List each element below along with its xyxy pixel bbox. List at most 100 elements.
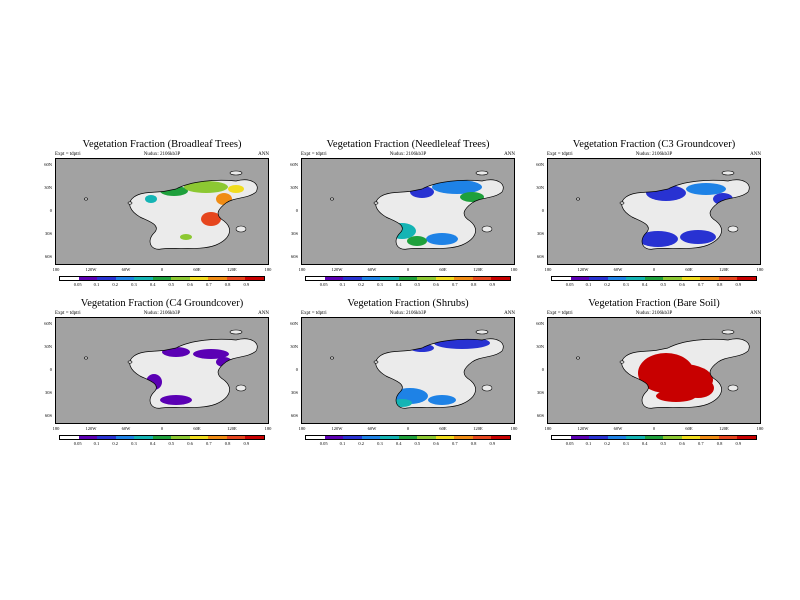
island-outline xyxy=(619,201,625,205)
map-panel-2: Vegetation Fraction (Needleleaf Trees) Ex… xyxy=(290,139,518,287)
colorbar-segment xyxy=(97,436,116,439)
longitude-label: 120E xyxy=(719,267,729,272)
longitude-label: 120E xyxy=(473,267,483,272)
colorbar-segment xyxy=(589,436,608,439)
island-outline xyxy=(727,384,739,392)
colorbar-segment xyxy=(472,436,492,439)
colorbar-label: 0.8 xyxy=(470,282,477,287)
island-outline xyxy=(84,197,88,201)
colorbar-label: 0.5 xyxy=(414,282,421,287)
colorbar-segment xyxy=(552,277,571,280)
coastline xyxy=(375,338,504,409)
longitude-label: 180 xyxy=(510,267,518,272)
run-label: Nudux: 2106kb3P xyxy=(389,311,427,316)
colorbar xyxy=(305,276,511,281)
coastline xyxy=(129,179,258,250)
colorbar-segment xyxy=(737,436,757,439)
map-panel-4: Vegetation Fraction (C4 Groundcover) Expt… xyxy=(44,298,272,446)
map-area xyxy=(547,317,761,424)
latitude-label: 60N xyxy=(536,162,544,167)
island-outline xyxy=(84,356,88,360)
colorbar-segment xyxy=(644,277,664,280)
colorbar-label: 0.7 xyxy=(206,441,212,446)
latitude-label: 30N xyxy=(44,344,52,349)
longitude-label: 60E xyxy=(193,267,201,272)
island-outline xyxy=(576,197,580,201)
colorbar-segment xyxy=(454,436,473,439)
colorbar-label: 0.4 xyxy=(149,282,156,287)
colorbar-label: 0.1 xyxy=(339,441,346,446)
colorbar-segment xyxy=(60,436,79,439)
colorbar-label: 0.9 xyxy=(735,441,742,446)
colorbar-segment xyxy=(152,277,172,280)
colorbar-segment xyxy=(208,277,227,280)
expt-label: Expt = tdptri xyxy=(55,311,81,316)
vegetation-fraction-region xyxy=(228,185,244,193)
longitude-label: 180 xyxy=(264,426,272,431)
latitude-label: 60S xyxy=(290,254,298,259)
latitude-label: 0 xyxy=(49,208,52,213)
colorbar-label: 0.8 xyxy=(224,282,231,287)
colorbar-segment xyxy=(718,277,738,280)
vegetation-fraction-region xyxy=(410,186,434,198)
longitude-label: 180 xyxy=(52,426,60,431)
latitude-label: 30S xyxy=(290,231,298,236)
longitude-label: 180 xyxy=(298,426,306,431)
colorbar-label: 0.4 xyxy=(641,441,648,446)
colorbar-label: 0.2 xyxy=(604,441,610,446)
colorbar-segment xyxy=(78,436,98,439)
island-outline xyxy=(481,225,493,233)
colorbar-segment xyxy=(663,277,682,280)
colorbar-segment xyxy=(626,277,645,280)
longitude-label: 180 xyxy=(544,426,552,431)
colorbar-label: 0.6 xyxy=(679,441,685,446)
colorbar-segment xyxy=(208,436,227,439)
colorbar-label: 0.2 xyxy=(358,441,364,446)
colorbar-label: 0.2 xyxy=(112,282,118,287)
island-outline xyxy=(373,201,379,205)
colorbar-segment xyxy=(306,277,325,280)
colorbar-label: 0.4 xyxy=(395,441,402,446)
latitude-label: 60S xyxy=(44,254,52,259)
continent-landmass xyxy=(129,338,258,409)
map-area xyxy=(301,317,515,424)
colorbar-segment xyxy=(324,436,344,439)
run-label: Nudux: 2106kb3P xyxy=(143,152,181,157)
colorbar-segment xyxy=(681,436,701,439)
colorbar-label: 0.6 xyxy=(187,282,193,287)
map-panel-6: Vegetation Fraction (Bare Soil) Expt = td… xyxy=(536,298,763,446)
latitude-label: 60S xyxy=(290,413,298,418)
latitude-label: 0 xyxy=(541,367,544,372)
colorbar xyxy=(551,435,757,440)
colorbar-segment xyxy=(134,277,153,280)
colorbar-segment xyxy=(115,436,135,439)
longitude-label: 60W xyxy=(613,267,623,272)
latitude-label: 0 xyxy=(295,208,298,213)
colorbar-segment xyxy=(398,436,418,439)
panel-title: Vegetation Fraction (Broadleaf Trees) xyxy=(82,139,242,150)
colorbar-label: 0.05 xyxy=(319,282,328,287)
longitude-label: 60E xyxy=(439,267,447,272)
map-panel-5: Vegetation Fraction (Shrubs) Expt = tdptr… xyxy=(290,298,517,446)
panel-title: Vegetation Fraction (Shrubs) xyxy=(347,298,469,309)
colorbar-label: 0.8 xyxy=(716,282,723,287)
expt-label: Expt = tdptri xyxy=(301,311,327,316)
island-outline xyxy=(619,360,625,364)
colorbar-label: 0.7 xyxy=(452,441,458,446)
colorbar-label: 0.2 xyxy=(358,282,364,287)
colorbar-label: 0.9 xyxy=(735,282,742,287)
longitude-label: 120W xyxy=(331,267,343,272)
vegetation-fraction-region xyxy=(184,181,228,193)
island-outline xyxy=(330,356,334,360)
latitude-label: 60S xyxy=(536,254,544,259)
panel-title: Vegetation Fraction (Bare Soil) xyxy=(588,298,720,309)
colorbar-segment xyxy=(491,277,511,280)
colorbar-segment xyxy=(171,277,190,280)
longitude-label: 120W xyxy=(577,426,589,431)
island-outline xyxy=(235,384,247,392)
island-outline xyxy=(721,329,735,335)
colorbar-segment xyxy=(97,277,116,280)
run-label: Nudux: 2106kb3P xyxy=(635,152,673,157)
colorbar-label: 0.1 xyxy=(93,441,100,446)
